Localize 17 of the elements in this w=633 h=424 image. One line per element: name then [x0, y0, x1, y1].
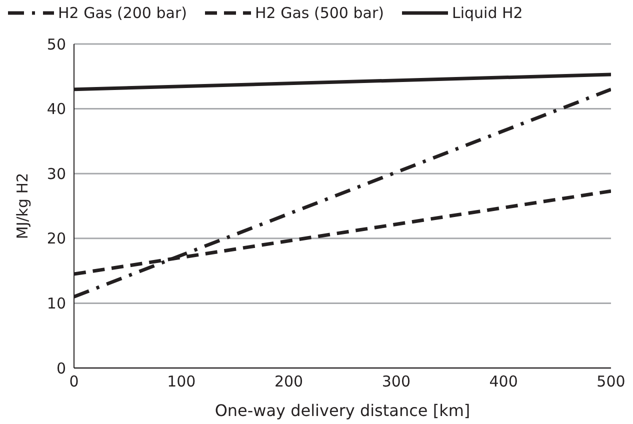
x-tick-label: 200: [274, 372, 304, 391]
y-tick-label: 50: [46, 35, 66, 54]
y-tick-label: 30: [46, 164, 66, 183]
x-tick-label: 300: [382, 372, 411, 391]
x-tick-label: 0: [69, 372, 79, 391]
legend-label: Liquid H2: [452, 4, 523, 22]
y-axis-title: MJ/kg H2: [13, 172, 32, 240]
y-tick-label: 0: [56, 359, 66, 378]
x-axis-title: One-way delivery distance [km]: [214, 401, 470, 420]
x-tick-label: 500: [596, 372, 626, 391]
y-tick-label: 20: [46, 230, 66, 248]
legend-label: H2 Gas (200 bar): [58, 4, 187, 22]
x-tick-label: 400: [489, 372, 518, 391]
x-tick-label: 100: [167, 372, 196, 391]
legend-label: H2 Gas (500 bar): [254, 4, 384, 22]
y-tick-label: 10: [46, 294, 66, 313]
y-tick-label: 40: [46, 100, 66, 118]
